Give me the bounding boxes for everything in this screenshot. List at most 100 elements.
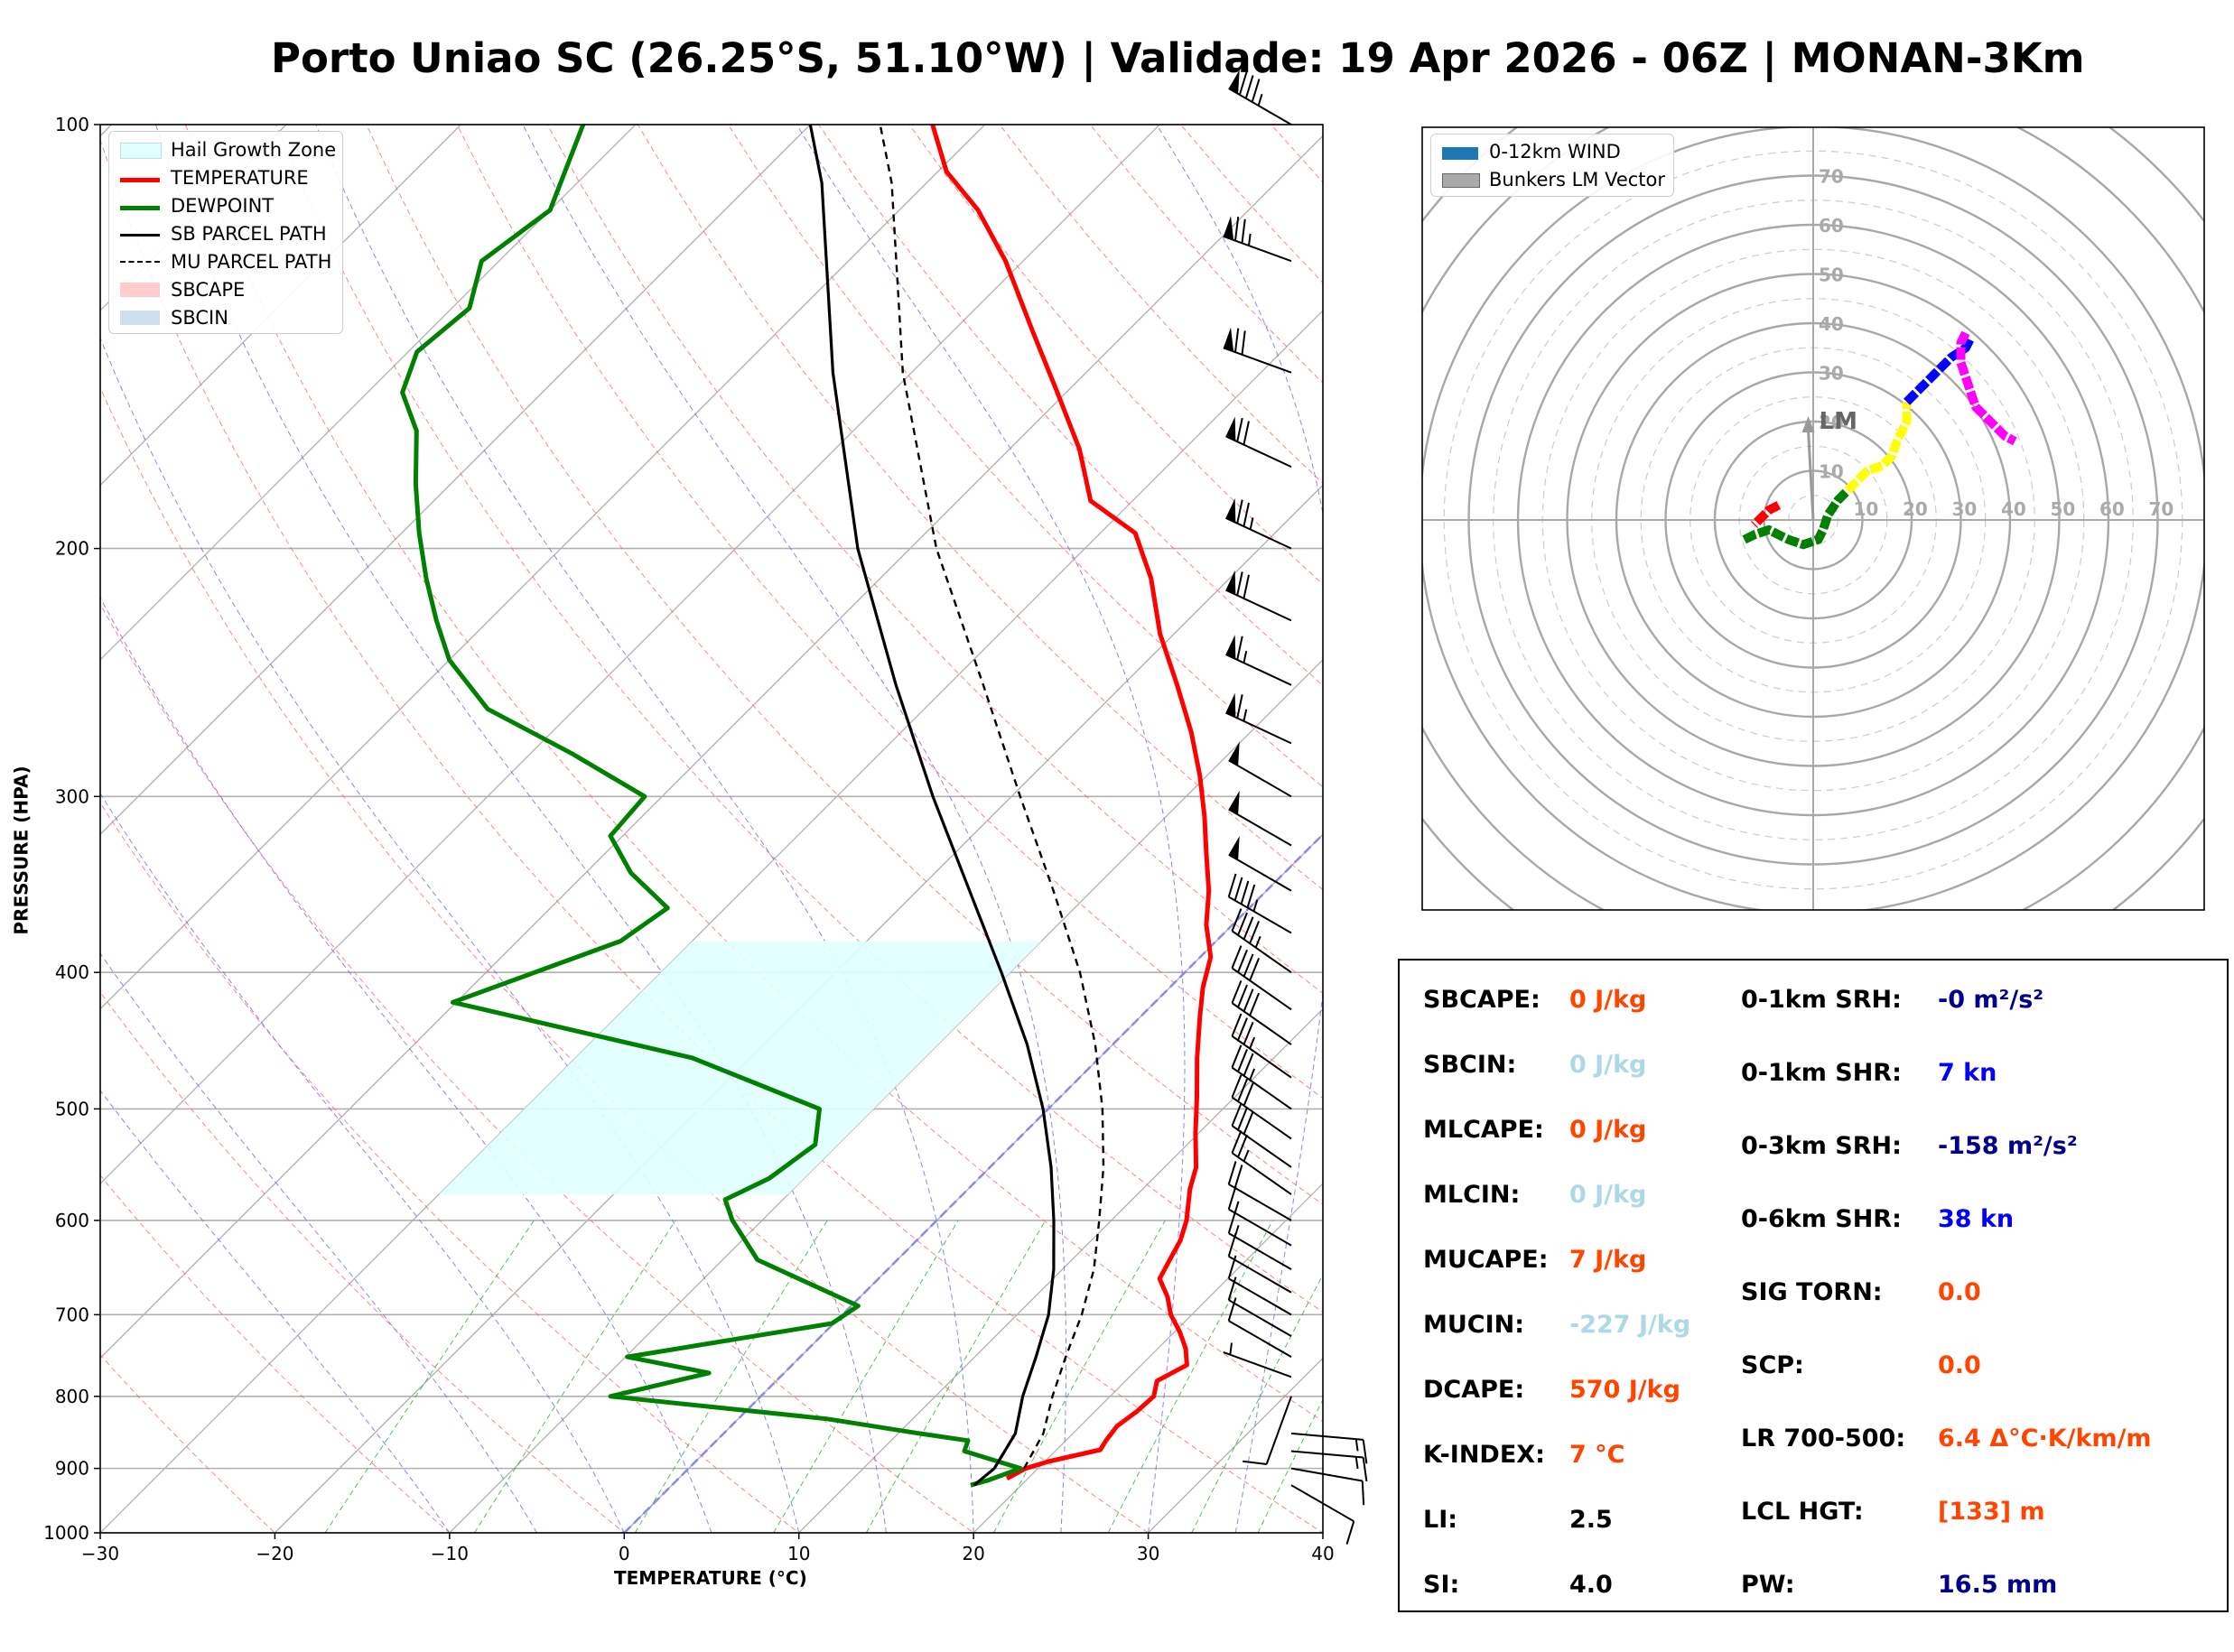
barb-staff (1231, 1152, 1292, 1195)
barb-full (1227, 1185, 1237, 1210)
wind-barb (1227, 1276, 1292, 1337)
barb-full (1243, 953, 1254, 977)
hodo-ring-label-u: 70 (2149, 498, 2174, 520)
legend-label-temperature: TEMPERATURE (171, 167, 309, 189)
freezing-isotherm (623, 832, 1323, 1533)
wind-barb (1225, 498, 1292, 550)
dry-adiabat-line (100, 802, 800, 1533)
barb-staff (1228, 1277, 1292, 1316)
barb-full (1233, 1165, 1243, 1189)
barb-flag (1223, 327, 1234, 352)
hodo-wind-segment (1956, 330, 2017, 446)
mixing-ratio-line (1191, 1273, 1323, 1533)
barb-flag (1223, 216, 1234, 240)
barb-flag (1228, 70, 1240, 94)
barb-flag (1225, 635, 1236, 660)
barb-full (1243, 502, 1250, 527)
barb-full (1243, 1021, 1254, 1045)
isotherm-line (274, 484, 1323, 1533)
wind-barb (1231, 908, 1292, 974)
barb-full (1251, 79, 1261, 103)
barb-full (1233, 217, 1240, 241)
index-label: K-INDEX: (1423, 1441, 1545, 1469)
wind-barb (1225, 635, 1292, 686)
hodo-ring-label-v: 70 (1819, 166, 1844, 188)
index-value: [133] m (1938, 1498, 2045, 1526)
index-value: -158 m²/s² (1938, 1132, 2078, 1160)
barb-full (1243, 421, 1250, 445)
barb-staff (1228, 1232, 1292, 1271)
wind-barb (1225, 416, 1292, 469)
moist-adiabat-line (315, 125, 974, 1533)
barb-full (1246, 884, 1256, 908)
mixing-ratio-line (1257, 1398, 1323, 1533)
barb-full (1233, 877, 1243, 901)
barb-full (1227, 873, 1237, 897)
legend-swatch-hail (120, 143, 162, 159)
barb-staff (1231, 1125, 1292, 1168)
barb-full (1237, 1079, 1248, 1102)
mixing-ratio-line (324, 1220, 535, 1533)
mixing-ratio-line (634, 1220, 828, 1533)
index-label: LI: (1423, 1506, 1458, 1534)
wind-barb (1290, 1450, 1368, 1482)
legend-swatch-wind (1442, 147, 1478, 160)
barb-staff (1223, 1351, 1292, 1378)
barb-staff (1228, 1183, 1292, 1221)
index-label: SBCIN: (1423, 1051, 1517, 1079)
legend-swatch-dewpoint (120, 206, 160, 210)
legend-label-dewpoint: DEWPOINT (171, 195, 275, 217)
wind-barb (1290, 1484, 1355, 1545)
dry-adiabat-line (637, 125, 1323, 891)
x-tick-label: −30 (81, 1543, 119, 1564)
x-tick-label: 30 (1137, 1543, 1159, 1564)
barb-full (1227, 1255, 1237, 1279)
dry-adiabat-line (366, 125, 1323, 1205)
barb-full (1231, 980, 1243, 1004)
isotherm-line (973, 1183, 1323, 1533)
barb-full (1227, 1276, 1237, 1301)
wind-barb (1231, 1130, 1292, 1195)
barb-half (1252, 899, 1259, 912)
barb-staff (1290, 1450, 1364, 1459)
barb-staff (1228, 759, 1292, 798)
mixing-ratio-line (865, 1220, 1047, 1533)
mixing-ratio-line (773, 1220, 959, 1533)
barb-half (1243, 709, 1248, 722)
barb-full (1227, 1232, 1237, 1258)
barb-half (1249, 1036, 1256, 1049)
isotherm-line (100, 125, 1161, 1185)
isotherm-line (100, 125, 986, 1010)
dry-adiabat-line (184, 125, 1323, 1423)
barb-full (1249, 920, 1261, 944)
barb-full (1227, 1297, 1237, 1322)
hail-growth-zone (438, 941, 1042, 1195)
x-tick-label: 0 (619, 1543, 630, 1564)
barb-half (1248, 233, 1252, 246)
index-label: MUCAPE: (1423, 1246, 1549, 1274)
hodograph-frame (1421, 126, 2205, 911)
hodo-ring-label-v: 20 (1819, 412, 1844, 433)
barb-full (1233, 328, 1240, 353)
index-label: SBCAPE: (1423, 986, 1541, 1014)
index-label: LR 700-500: (1741, 1425, 1906, 1452)
dewpoint-line (400, 125, 1023, 1488)
legend-label-wind: 0-12km WIND (1489, 141, 1621, 162)
barb-half (1249, 517, 1254, 530)
index-value: 38 kn (1938, 1205, 2015, 1233)
mixing-ratio-line (473, 1220, 676, 1533)
barb-staff (1231, 1096, 1292, 1140)
barb-full (1361, 1480, 1365, 1506)
legend-swatch-sbcape (120, 283, 160, 297)
barb-staff (1228, 896, 1292, 934)
barb-staff (1228, 1299, 1292, 1337)
chart-title: Porto Uniao SC (26.25°S, 51.10°W) | Vali… (271, 34, 2085, 82)
hodo-ring-label-v: 40 (1819, 313, 1844, 335)
barb-full (1237, 949, 1248, 973)
isotherm-line (100, 135, 1323, 1360)
barb-full (1231, 1130, 1243, 1154)
barb-staff (1231, 967, 1292, 1011)
index-value: 6.4 Δ°C·K/km/m (1938, 1425, 2152, 1452)
legend-swatch-temperature (120, 178, 160, 182)
barb-full (1243, 1053, 1254, 1077)
